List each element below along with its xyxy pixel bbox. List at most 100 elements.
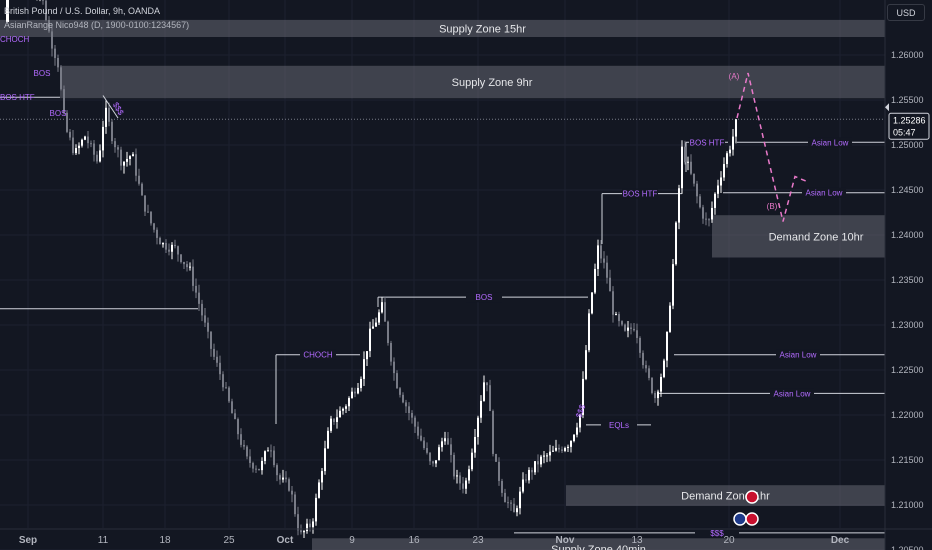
level-label: CHOCH <box>303 351 333 360</box>
zone-rect <box>0 19 885 37</box>
candle-body <box>564 447 566 451</box>
level-label: Asian Low <box>812 138 849 147</box>
candle-body <box>135 154 137 176</box>
candle-body <box>183 262 185 265</box>
candle-body <box>342 408 344 411</box>
candle-body <box>684 146 686 163</box>
candle-body <box>63 89 65 113</box>
candle-body <box>141 183 143 196</box>
candle-body <box>690 161 692 174</box>
candle-body <box>573 434 575 442</box>
candle-body <box>189 266 191 268</box>
candle-body <box>633 328 635 331</box>
zone-rect <box>60 65 885 99</box>
price-axis-label: 1.25500 <box>891 95 924 105</box>
candle-body <box>705 218 707 220</box>
candle-body <box>75 148 77 154</box>
level-label: BOS <box>476 293 493 302</box>
candle-body <box>435 460 437 464</box>
candle-body <box>426 448 428 453</box>
candle-body <box>369 328 371 352</box>
candle-body <box>495 453 497 462</box>
candle-body <box>48 20 50 32</box>
candle-body <box>693 173 695 184</box>
currency-button[interactable]: USD <box>887 4 925 21</box>
candle-body <box>687 161 689 163</box>
candle-body <box>42 0 44 1</box>
projection-label: (A) <box>729 72 740 81</box>
candle-body <box>354 391 356 394</box>
candle-body <box>255 468 257 470</box>
candle-body <box>291 490 293 495</box>
candle-body <box>204 315 206 323</box>
candle-body <box>492 411 494 454</box>
level-label-bg <box>802 187 846 198</box>
candle-body <box>378 312 380 323</box>
candle-body <box>387 321 389 343</box>
level-label-bg <box>776 349 820 360</box>
candle-body <box>510 502 512 504</box>
candle-body <box>468 469 470 481</box>
projection-label: (B) <box>767 202 778 211</box>
level-label: BOS HTF <box>623 190 658 199</box>
candle-body <box>579 414 581 428</box>
level-label-bg <box>808 137 852 148</box>
candle-body <box>273 450 275 466</box>
candle-body <box>54 48 56 58</box>
candle-body <box>663 360 665 377</box>
candle-body <box>396 373 398 389</box>
price-axis-label: 1.24000 <box>891 230 924 240</box>
candle-body <box>591 292 593 314</box>
candle-body <box>555 447 557 451</box>
candle-body <box>72 137 74 154</box>
candle-body <box>732 136 734 150</box>
candle-body <box>231 401 233 414</box>
time-axis-label: 20 <box>723 535 735 546</box>
candle-body <box>417 426 419 436</box>
candle-body <box>228 387 230 402</box>
candle-body <box>186 264 188 268</box>
candle-body <box>486 382 488 386</box>
candle-body <box>66 112 68 132</box>
candle-body <box>567 446 569 448</box>
candle-body <box>60 67 62 90</box>
candle-body <box>594 268 596 293</box>
candle-body <box>87 136 89 144</box>
projection-path <box>736 72 809 222</box>
candle-body <box>171 244 173 252</box>
candle-body <box>462 483 464 489</box>
candle-body <box>315 497 317 522</box>
candle-body <box>639 337 641 353</box>
candle-body <box>288 479 290 491</box>
candle-body <box>648 368 650 378</box>
candle-body <box>666 331 668 361</box>
candle-body <box>123 161 125 166</box>
candle-body <box>600 245 602 259</box>
candle-body <box>327 430 329 449</box>
time-axis-label: Nov <box>556 535 575 546</box>
level-label-bg <box>466 292 502 303</box>
candle-body <box>213 348 215 357</box>
candle-body <box>318 482 320 498</box>
candle-body <box>696 183 698 197</box>
candle-body <box>699 196 701 208</box>
candle-body <box>582 378 584 415</box>
candle-body <box>270 450 272 452</box>
candle-body <box>456 475 458 477</box>
candle-body <box>651 377 653 393</box>
candle-body <box>450 444 452 455</box>
candles-layer <box>36 0 737 538</box>
candle-body <box>609 277 611 292</box>
candle-body <box>444 438 446 442</box>
candle-body <box>384 302 386 322</box>
candle-body <box>165 243 167 250</box>
candle-body <box>675 222 677 265</box>
candle-body <box>282 477 284 480</box>
candle-body <box>96 154 98 162</box>
time-axis-label: Dec <box>831 535 850 546</box>
price-axis-label: 1.20500 <box>891 545 924 550</box>
candle-body <box>720 177 722 186</box>
current-price-badge <box>888 112 930 140</box>
